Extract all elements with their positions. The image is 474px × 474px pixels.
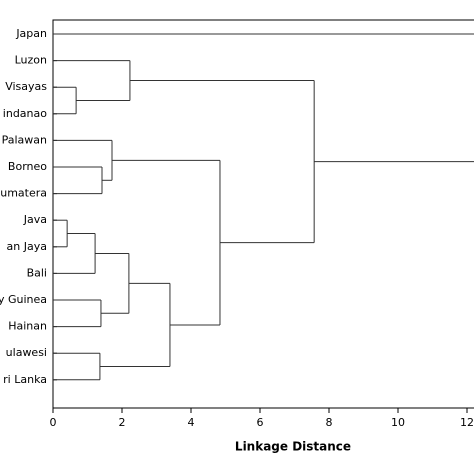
x-axis-label: Linkage Distance	[235, 440, 351, 454]
leaf-label: an Jaya	[7, 240, 47, 253]
leaf-label: ulawesi	[6, 346, 47, 359]
x-tick-label: 6	[257, 416, 264, 429]
x-tick-label: 10	[391, 416, 405, 429]
leaf-label: Japan	[15, 27, 47, 40]
x-tick-label: 0	[50, 416, 57, 429]
leaf-label: Visayas	[5, 80, 47, 93]
leaf-label: y Guinea	[0, 293, 47, 306]
leaf-label: Bali	[27, 266, 47, 279]
leaf-label: Palawan	[2, 133, 47, 146]
leaf-label: ri Lanka	[3, 373, 47, 386]
leaf-label: Java	[23, 213, 47, 226]
x-tick-label: 2	[119, 416, 126, 429]
x-tick-label: 12	[460, 416, 474, 429]
x-tick-label: 8	[326, 416, 333, 429]
leaf-label: Hainan	[8, 320, 47, 333]
leaf-label: Borneo	[8, 160, 47, 173]
x-tick-label: 4	[188, 416, 195, 429]
leaf-label: Luzon	[15, 54, 47, 67]
leaf-label: umatera	[0, 187, 47, 200]
plot-frame	[52, 19, 474, 409]
leaf-label: indanao	[3, 107, 47, 120]
